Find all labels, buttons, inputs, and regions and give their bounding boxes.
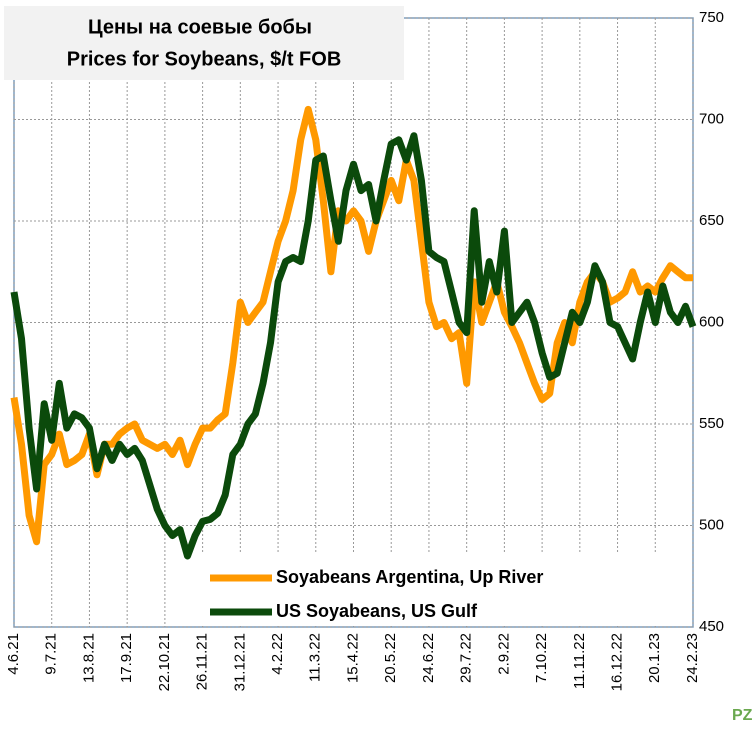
x-tick-label: 13.8.21 — [80, 633, 97, 683]
x-tick-label: 4.6.21 — [5, 633, 22, 675]
x-tick-label: 15.4.22 — [344, 633, 361, 683]
y-tick-label: 750 — [699, 9, 724, 26]
logo: PZ — [732, 707, 753, 724]
x-tick-label: 4.2.22 — [269, 633, 286, 675]
x-tick-label: 26.11.21 — [194, 633, 211, 690]
x-tick-label: 11.3.22 — [307, 633, 324, 682]
series-line — [10, 105, 693, 546]
chart-subtitle: Prices for Soybeans, $/t FOB — [67, 48, 342, 70]
x-tick-label: 17.9.21 — [118, 633, 135, 683]
x-tick-label: 24.6.22 — [420, 633, 437, 683]
x-tick-label: 7.10.22 — [533, 633, 550, 683]
legend — [200, 553, 690, 625]
x-tick-label: 20.5.22 — [382, 633, 399, 683]
chart-title: Цены на соевые бобы — [88, 16, 312, 38]
x-tick-label: 9.7.21 — [43, 633, 60, 675]
y-tick-label: 600 — [699, 313, 724, 330]
x-tick-label: 2.9.22 — [495, 633, 512, 675]
legend-label: US Soyabeans, US Gulf — [276, 601, 478, 621]
x-tick-label: 20.1.23 — [646, 633, 663, 683]
y-tick-label: 450 — [699, 618, 724, 635]
logo-mark: PZ — [732, 707, 753, 724]
y-tick-label: 550 — [699, 415, 724, 432]
legend-label: Soyabeans Argentina, Up River — [276, 567, 543, 587]
x-tick-label: 31.12.21 — [231, 633, 248, 691]
x-tick-label: 16.12.22 — [609, 633, 626, 691]
title-box — [4, 6, 404, 80]
x-tick-label: 22.10.21 — [156, 633, 173, 691]
y-tick-label: 500 — [699, 516, 724, 533]
series-line — [10, 132, 697, 560]
y-tick-label: 650 — [699, 212, 724, 229]
x-tick-label: 29.7.22 — [458, 633, 475, 683]
x-tick-label: 11.11.22 — [571, 633, 588, 689]
y-tick-label: 700 — [699, 110, 724, 127]
x-tick-label: 24.2.23 — [684, 633, 701, 683]
